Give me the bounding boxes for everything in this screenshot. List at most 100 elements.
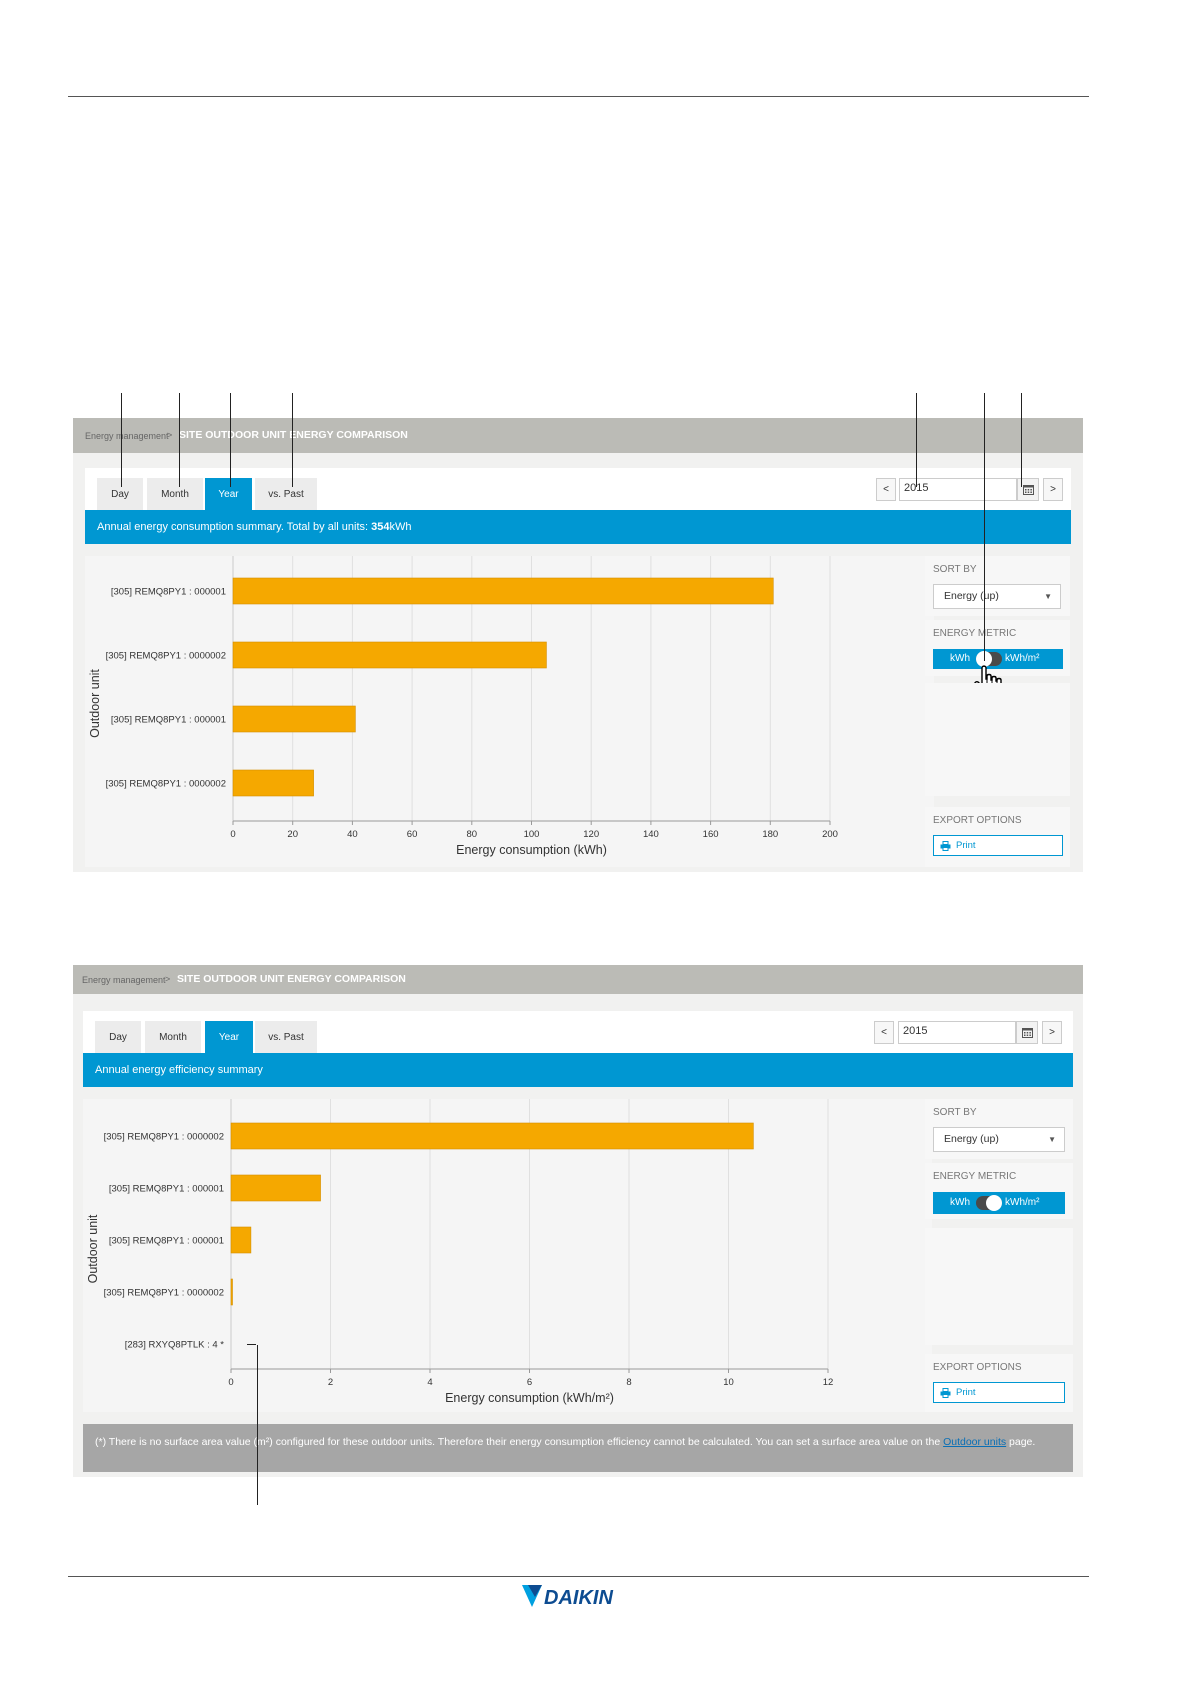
summary-bar: Annual energy efficiency summary xyxy=(83,1053,1073,1087)
export-panel: EXPORT OPTIONS Print xyxy=(925,1354,1073,1412)
sort-select[interactable]: Energy (up) ▼ xyxy=(933,584,1061,609)
x-tick-label: 6 xyxy=(527,1377,532,1388)
metric-option-kwh-m2: kWh/m² xyxy=(1005,653,1040,664)
y-axis-label: Outdoor unit xyxy=(88,669,102,738)
energy-bar-chart: 0 20 40 60 80 100 120 140 160 180 200 [305] REMQ8PY… xyxy=(88,556,838,857)
callout-line-toggle xyxy=(984,393,985,661)
prev-year-button[interactable]: < xyxy=(874,1021,894,1044)
x-tick-label: 0 xyxy=(230,829,235,840)
calendar-button[interactable] xyxy=(1017,478,1039,501)
x-axis-label: Energy consumption (kWh/m²) xyxy=(445,1391,614,1405)
tab-vs-past[interactable]: vs. Past xyxy=(255,478,317,510)
x-tick-label: 12 xyxy=(823,1377,834,1388)
toolbar: Day Month Year vs. Past < 2015 > xyxy=(85,468,1071,510)
metric-label: ENERGY METRIC xyxy=(933,1171,1017,1182)
screenshot-energy-kwh: Energy management > SITE OUTDOOR UNIT EN… xyxy=(73,418,1083,872)
energy-metric-toggle[interactable]: kWh kWh/m² xyxy=(933,649,1063,669)
dropdown-arrow-icon: ▼ xyxy=(1044,592,1052,601)
bar xyxy=(230,1122,754,1150)
summary-unit: kWh xyxy=(389,521,412,533)
category-label: [305] REMQ8PY1 : 0000002 xyxy=(106,651,226,662)
next-year-button[interactable]: > xyxy=(1043,478,1063,501)
calendar-icon xyxy=(1022,485,1034,495)
prev-year-button[interactable]: < xyxy=(876,478,896,501)
x-tick-label: 200 xyxy=(822,829,838,840)
callout-tick-missing-unit xyxy=(247,1344,256,1345)
tab-year[interactable]: Year xyxy=(205,478,252,510)
y-axis-label: Outdoor unit xyxy=(86,1214,100,1283)
x-tick-label: 0 xyxy=(228,1377,233,1388)
metric-panel: ENERGY METRIC kWh kWh/m² xyxy=(925,1163,1073,1219)
bar xyxy=(232,769,314,797)
metric-panel: ENERGY METRIC kWh kWh/m² xyxy=(925,620,1070,699)
tab-day[interactable]: Day xyxy=(97,478,143,510)
page-header-rule xyxy=(68,96,1089,97)
next-year-button[interactable]: > xyxy=(1042,1021,1062,1044)
print-button[interactable]: Print xyxy=(933,1382,1065,1403)
breadcrumb-link[interactable]: Energy management xyxy=(85,431,169,441)
efficiency-bar-chart: 0 2 4 6 8 10 12 [305] REMQ8PY1 : 0000002 [305] R… xyxy=(86,1099,834,1405)
bar xyxy=(232,641,547,669)
x-tick-label: 8 xyxy=(626,1377,631,1388)
surface-area-note: (*) There is no surface area value (m²) … xyxy=(83,1424,1073,1472)
screenshot-energy-kwh-m2: Energy management > SITE OUTDOOR UNIT EN… xyxy=(73,965,1083,1477)
tab-day[interactable]: Day xyxy=(95,1021,141,1053)
x-tick-label: 2 xyxy=(328,1377,333,1388)
summary-text: Annual energy consumption summary. Total… xyxy=(97,521,369,533)
side-empty-panel xyxy=(925,683,1070,796)
x-tick-label: 80 xyxy=(467,829,478,840)
logo-text: DAIKIN xyxy=(544,1587,613,1609)
category-label: [305] REMQ8PY1 : 0000002 xyxy=(104,1132,224,1143)
x-tick-label: 160 xyxy=(703,829,719,840)
breadcrumb-link[interactable]: Energy management xyxy=(82,975,166,985)
sort-value: Energy (up) xyxy=(944,1133,999,1145)
print-button[interactable]: Print xyxy=(933,835,1063,856)
breadcrumb: Energy management > SITE OUTDOOR UNIT EN… xyxy=(73,418,1083,453)
sort-label: SORT BY xyxy=(933,564,977,575)
bar xyxy=(230,1278,233,1306)
breadcrumb-separator: > xyxy=(165,974,171,984)
note-suffix: page. xyxy=(1006,1436,1036,1448)
metric-label: ENERGY METRIC xyxy=(933,628,1017,639)
side-empty-panel xyxy=(925,1228,1073,1345)
tab-month[interactable]: Month xyxy=(147,478,203,510)
export-label: EXPORT OPTIONS xyxy=(933,1362,1022,1373)
callout-line-month xyxy=(179,393,180,487)
summary-bar: Annual energy consumption summary. Total… xyxy=(85,510,1071,544)
callout-line-vs-past xyxy=(292,393,293,487)
calendar-button[interactable] xyxy=(1016,1021,1038,1044)
year-input[interactable]: 2015 xyxy=(899,478,1017,501)
bar xyxy=(232,577,774,605)
x-tick-label: 180 xyxy=(762,829,778,840)
export-panel: EXPORT OPTIONS Print xyxy=(925,807,1070,867)
toggle-knob xyxy=(986,1195,1002,1211)
category-label: [305] REMQ8PY1 : 000001 xyxy=(111,715,226,726)
chart-panel: 0 2 4 6 8 10 12 [305] REMQ8PY1 : 0000002 [305] R… xyxy=(83,1099,932,1412)
x-tick-label: 60 xyxy=(407,829,418,840)
tab-year[interactable]: Year xyxy=(205,1021,253,1053)
sort-label: SORT BY xyxy=(933,1107,977,1118)
tab-vs-past[interactable]: vs. Past xyxy=(255,1021,317,1053)
category-label: [305] REMQ8PY1 : 000001 xyxy=(109,1184,224,1195)
x-tick-label: 140 xyxy=(643,829,659,840)
page-title: SITE OUTDOOR UNIT ENERGY COMPARISON xyxy=(179,429,408,441)
energy-metric-toggle[interactable]: kWh kWh/m² xyxy=(933,1192,1065,1214)
x-tick-label: 20 xyxy=(287,829,298,840)
category-label: [305] REMQ8PY1 : 000001 xyxy=(111,587,226,598)
year-input[interactable]: 2015 xyxy=(898,1021,1016,1044)
tab-month[interactable]: Month xyxy=(145,1021,201,1053)
print-label: Print xyxy=(956,840,976,851)
callout-line-missing-unit xyxy=(257,1345,258,1505)
x-tick-label: 10 xyxy=(723,1377,734,1388)
summary-text: Annual energy efficiency summary xyxy=(95,1064,263,1076)
export-label: EXPORT OPTIONS xyxy=(933,815,1022,826)
metric-option-kwh: kWh xyxy=(950,653,970,664)
toolbar: Day Month Year vs. Past < 2015 > xyxy=(83,1011,1073,1053)
outdoor-units-link[interactable]: Outdoor units xyxy=(943,1436,1007,1448)
sort-value: Energy (up) xyxy=(944,590,999,602)
bar xyxy=(230,1174,321,1202)
category-label: [305] REMQ8PY1 : 000001 xyxy=(109,1236,224,1247)
bar xyxy=(232,705,356,733)
sort-select[interactable]: Energy (up) ▼ xyxy=(933,1127,1065,1152)
breadcrumb-separator: > xyxy=(167,430,173,440)
